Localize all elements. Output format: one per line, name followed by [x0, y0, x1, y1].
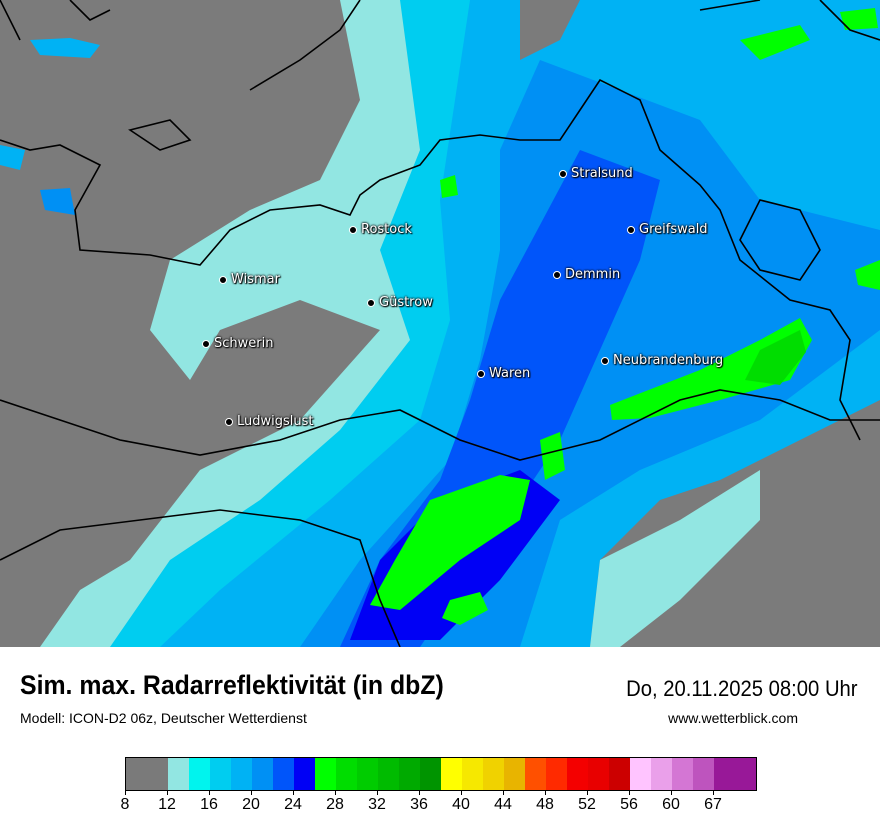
city-marker-icon [349, 225, 357, 234]
legend-tick-label: 56 [620, 796, 638, 813]
legend-color-bin [504, 758, 525, 790]
city-marker-icon [225, 417, 233, 426]
model-info: Modell: ICON-D2 06z, Deutscher Wetterdie… [20, 710, 307, 726]
legend-tick-label: 36 [410, 796, 428, 813]
legend-tick [419, 790, 420, 795]
legend-color-bin [735, 758, 756, 790]
legend-color-bin [483, 758, 504, 790]
website-credit: www.wetterblick.com [668, 710, 798, 726]
city-label-guestrow: Güstrow [367, 295, 433, 310]
city-label-wismar: Wismar [219, 272, 280, 287]
legend-color-bin [525, 758, 546, 790]
legend-color-bin [231, 758, 252, 790]
city-label-schwerin: Schwerin [202, 336, 273, 351]
city-marker-icon [553, 270, 561, 279]
legend-color-bin [336, 758, 357, 790]
legend-color-bin [567, 758, 588, 790]
legend-tick-label: 16 [200, 796, 218, 813]
legend-tick-label: 44 [494, 796, 512, 813]
legend-tick [335, 790, 336, 795]
city-label-stralsund: Stralsund [559, 166, 633, 181]
legend-tick [377, 790, 378, 795]
legend-tick [713, 790, 714, 795]
legend-tick-label: 48 [536, 796, 554, 813]
legend-tick [125, 790, 126, 795]
legend-color-bin [714, 758, 735, 790]
city-marker-icon [477, 369, 485, 378]
legend-color-bin [315, 758, 336, 790]
legend-color-bin [630, 758, 651, 790]
legend-tick-label: 32 [368, 796, 386, 813]
legend-tick [545, 790, 546, 795]
legend-color-bin [168, 758, 189, 790]
legend-tick-label: 67 [704, 796, 722, 813]
legend-color-bin [588, 758, 609, 790]
forecast-datetime: Do, 20.11.2025 08:00 Uhr [626, 676, 858, 701]
legend-color-bin [420, 758, 441, 790]
legend-tick [251, 790, 252, 795]
legend-tick-label: 12 [158, 796, 176, 813]
city-label-rostock: Rostock [349, 222, 412, 237]
legend-color-bin [609, 758, 630, 790]
legend-color-bin [126, 758, 147, 790]
legend-tick [209, 790, 210, 795]
legend-tick [671, 790, 672, 795]
legend-color-bin [693, 758, 714, 790]
legend-tick [587, 790, 588, 795]
reflectivity-field [0, 0, 880, 647]
radar-map [0, 0, 880, 647]
city-marker-icon [219, 275, 227, 284]
legend-tick-label: 20 [242, 796, 260, 813]
legend-tick-label: 52 [578, 796, 596, 813]
legend-color-bin [210, 758, 231, 790]
legend-tick-label: 40 [452, 796, 470, 813]
legend-tick [461, 790, 462, 795]
color-legend-bar [125, 757, 757, 791]
borders-coastline [0, 0, 880, 647]
legend-color-bin [147, 758, 168, 790]
city-label-demmin: Demmin [553, 267, 620, 282]
legend-color-bin [189, 758, 210, 790]
legend-color-bin [651, 758, 672, 790]
legend-tick [629, 790, 630, 795]
map-title: Sim. max. Radarreflektivität (in dbZ) [20, 670, 444, 700]
city-label-ludwigslust: Ludwigslust [225, 414, 314, 429]
legend-tick-label: 60 [662, 796, 680, 813]
legend-color-bin [252, 758, 273, 790]
city-label-greifswald: Greifswald [627, 222, 708, 237]
legend-tick-label: 28 [326, 796, 344, 813]
legend-color-bin [546, 758, 567, 790]
legend-tick [293, 790, 294, 795]
city-marker-icon [627, 225, 635, 234]
city-label-waren: Waren [477, 366, 530, 381]
legend-tick [167, 790, 168, 795]
legend-color-bin [378, 758, 399, 790]
legend-tick [503, 790, 504, 795]
city-marker-icon [202, 339, 210, 348]
legend-color-bin [672, 758, 693, 790]
legend-color-bin [273, 758, 294, 790]
legend-tick-label: 24 [284, 796, 302, 813]
city-label-neubrandenburg: Neubrandenburg [601, 353, 723, 368]
legend-color-bin [294, 758, 315, 790]
color-legend-ticks: 8 12 16 20 24 28 32 36 40 44 48 52 56 60 67 [121, 790, 755, 820]
legend-color-bin [441, 758, 462, 790]
legend-tick-label: 8 [120, 796, 130, 813]
city-marker-icon [367, 298, 375, 307]
legend-color-bin [357, 758, 378, 790]
legend-color-bin [399, 758, 420, 790]
legend-color-bin [462, 758, 483, 790]
city-marker-icon [559, 169, 567, 178]
city-marker-icon [601, 356, 609, 365]
